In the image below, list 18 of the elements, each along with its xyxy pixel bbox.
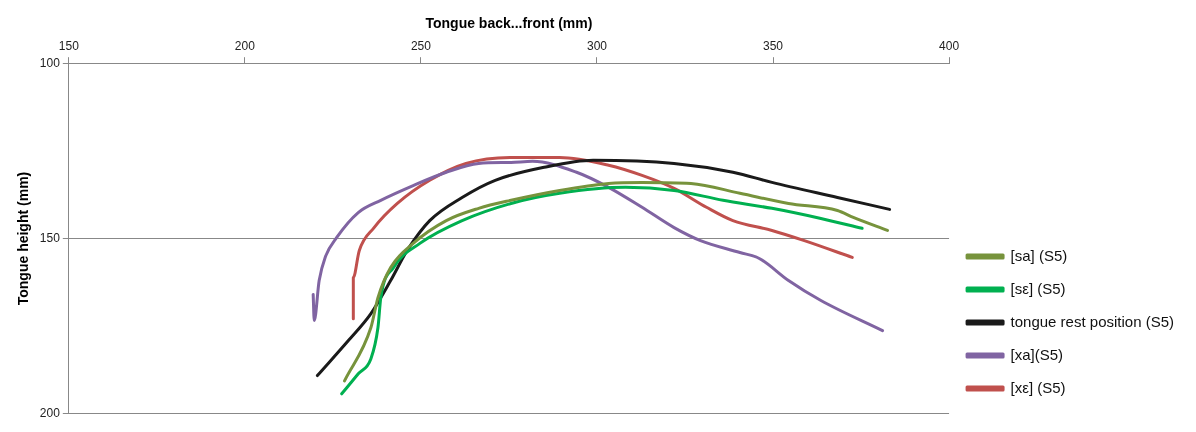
legend-label: [sε] (S5) bbox=[1010, 279, 1066, 297]
x-tick-label: 200 bbox=[234, 39, 256, 54]
legend-label: tongue rest position (S5) bbox=[1010, 312, 1175, 330]
x-tick-label: 400 bbox=[939, 39, 960, 54]
y-tick-label: 100 bbox=[39, 55, 61, 70]
x-tick-label: 250 bbox=[410, 39, 432, 54]
legend-label: [xε] (S5) bbox=[1010, 378, 1066, 396]
y-tick-label: 150 bbox=[39, 230, 61, 245]
x-tick-label: 150 bbox=[58, 39, 80, 54]
legend-label: [xa](S5) bbox=[1010, 345, 1064, 363]
legend-label: [sa] (S5) bbox=[1010, 246, 1068, 264]
y-tick-label: 200 bbox=[39, 406, 61, 421]
x-tick-label: 300 bbox=[586, 39, 608, 54]
line-series bbox=[311, 159, 885, 333]
y-axis-title: Tongue height (mm) bbox=[15, 171, 32, 306]
x-axis-title: Tongue back...front (mm) bbox=[425, 15, 593, 32]
x-tick-label: 350 bbox=[763, 39, 784, 54]
line-series bbox=[315, 158, 892, 378]
